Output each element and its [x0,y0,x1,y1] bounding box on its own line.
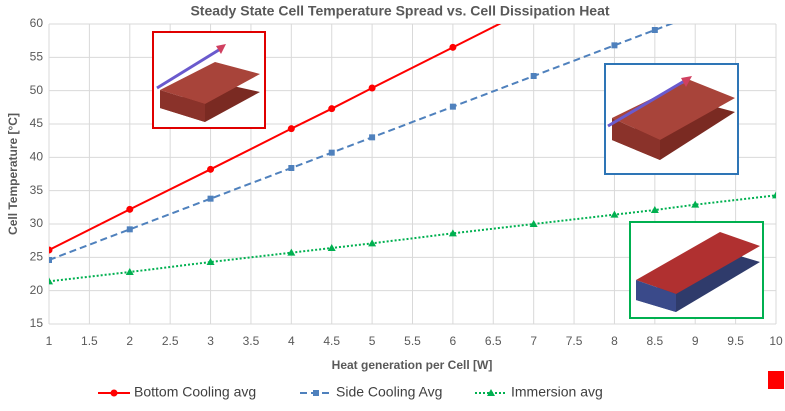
series-line [49,194,776,283]
point [487,389,495,396]
legend-label: Side Cooling Avg [336,384,442,400]
point [327,244,336,251]
chart-title: Steady State Cell Temperature Spread vs.… [190,3,609,19]
y-tick-label: 40 [30,150,44,164]
point [206,258,215,265]
x-tick-label: 1.5 [81,334,98,348]
point [110,389,118,397]
point [207,165,215,173]
point [692,12,698,18]
x-tick-label: 10 [769,334,783,348]
x-tick-label: 3 [207,334,214,348]
y-axis-title: Cell Temperature [°C] [6,113,20,235]
inset-bottom-cooling [152,31,266,129]
y-tick-label: 35 [30,183,44,197]
y-tick-label: 60 [30,16,44,30]
point [650,206,659,213]
inset-side-cooling [604,63,739,175]
y-tick-label: 15 [30,316,44,330]
x-tick-label: 4 [288,334,295,348]
point [772,191,776,199]
point [449,103,456,110]
x-tick-label: 7.5 [566,334,583,348]
y-tick-label: 25 [30,250,44,264]
x-tick-label: 4.5 [323,334,340,348]
legend-label: Bottom Cooling avg [134,384,256,400]
point [287,125,295,133]
point [328,105,336,113]
x-tick-label: 5 [369,334,376,348]
legend: Bottom Cooling avg Side Cooling Avg Immers… [98,384,603,400]
point [611,42,618,49]
x-axis-title: Heat generation per Cell [W] [332,358,493,372]
x-tick-label: 7 [530,334,537,348]
legend-label: Immersion avg [511,384,603,400]
x-tick-label: 9.5 [727,334,744,348]
x-tick-label: 2 [126,334,133,348]
x-tick-label: 9 [692,334,699,348]
point [448,229,457,237]
point [126,226,133,233]
point [49,277,53,285]
x-tick-label: 1 [46,334,53,348]
y-tick-label: 50 [30,83,44,97]
point [288,165,295,171]
x-tick-label: 6.5 [485,334,502,348]
point [529,220,538,227]
point [313,390,319,396]
y-tick-label: 30 [30,216,44,230]
point [368,239,377,247]
point [610,210,619,218]
point [126,205,134,213]
y-tick-label: 20 [30,283,44,297]
point [125,268,134,275]
x-tick-label: 8.5 [646,334,663,348]
point [328,149,335,156]
point [49,246,53,254]
marker-square [768,371,784,389]
point [368,84,376,92]
x-tick-label: 2.5 [162,334,179,348]
inset-immersion [629,221,764,319]
x-tick-label: 8 [611,334,618,348]
point [691,200,700,208]
series-group [49,12,776,285]
x-tick-label: 3.5 [243,334,260,348]
point [369,134,376,141]
y-tick-label: 55 [30,50,44,64]
point [49,257,52,263]
point [287,248,296,256]
series-line [49,24,502,251]
y-tick-label: 45 [30,116,44,130]
point [449,43,457,51]
x-tick-label: 6 [450,334,457,348]
point [207,195,214,202]
x-tick-label: 5.5 [404,334,421,348]
point [530,73,537,79]
point [651,27,658,33]
